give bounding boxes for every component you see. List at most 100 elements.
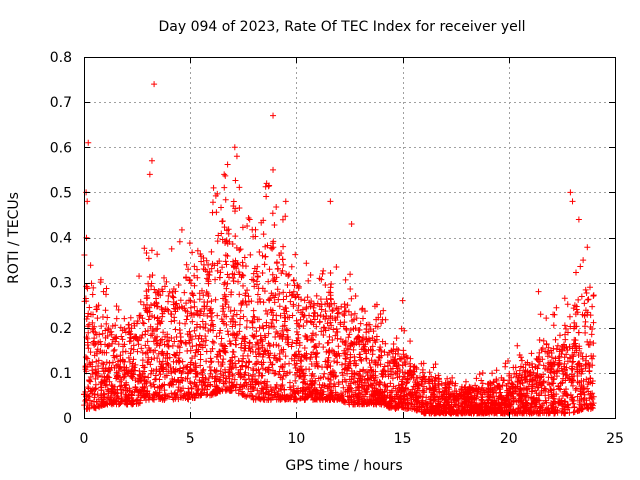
y-tick-label: 0.1 [50, 366, 72, 382]
data-point [328, 322, 335, 329]
data-point [577, 350, 584, 357]
data-point [268, 361, 275, 368]
data-point [305, 277, 312, 284]
data-point [331, 358, 338, 365]
data-point [233, 341, 240, 348]
data-point [266, 343, 273, 350]
x-tick-label: 20 [500, 431, 518, 447]
data-point [177, 297, 184, 304]
data-point [176, 238, 183, 245]
data-point [200, 292, 207, 299]
data-point [317, 312, 324, 319]
data-point [360, 366, 367, 373]
data-point [161, 283, 168, 290]
data-point [191, 263, 198, 270]
data-point [325, 375, 332, 382]
data-point [489, 370, 496, 377]
data-point [198, 287, 205, 294]
data-point [263, 193, 270, 200]
data-point [320, 373, 327, 380]
data-point [176, 344, 183, 351]
data-point [290, 303, 297, 310]
data-point [212, 368, 219, 375]
data-point [164, 360, 171, 367]
data-point [310, 304, 317, 311]
data-point [544, 353, 551, 360]
data-point [198, 253, 205, 260]
data-point [194, 247, 201, 254]
data-point [545, 394, 552, 401]
data-point [283, 326, 290, 333]
data-point [344, 345, 351, 352]
data-point [192, 383, 199, 390]
data-point [223, 237, 230, 244]
data-point [343, 326, 350, 333]
data-point [268, 320, 275, 327]
data-point [151, 376, 158, 383]
data-point [484, 391, 491, 398]
data-point [253, 353, 260, 360]
data-point [115, 306, 122, 313]
data-point [214, 351, 221, 358]
data-point [472, 382, 479, 389]
data-point [102, 327, 109, 334]
data-point-outlier [575, 216, 582, 223]
data-point [255, 346, 262, 353]
data-point [326, 333, 333, 340]
data-point [99, 330, 106, 337]
data-point [294, 320, 301, 327]
data-point [157, 292, 164, 299]
data-point [184, 347, 191, 354]
data-point [344, 302, 351, 309]
data-point [237, 246, 244, 253]
data-point [194, 387, 201, 394]
data-point [271, 299, 278, 306]
data-point [536, 336, 543, 343]
data-point [326, 289, 333, 296]
data-point [566, 313, 573, 320]
data-point [245, 214, 252, 221]
data-point [269, 367, 276, 374]
data-point [165, 298, 172, 305]
data-point [244, 317, 251, 324]
data-point [189, 343, 196, 350]
data-point [152, 376, 159, 383]
data-point-outlier [270, 166, 277, 173]
data-point [236, 291, 243, 298]
data-point-outlier [567, 189, 574, 196]
data-point [179, 358, 186, 365]
data-point [232, 177, 239, 184]
data-point [377, 344, 384, 351]
data-point [191, 282, 198, 289]
data-point [237, 366, 244, 373]
data-point [288, 292, 295, 299]
data-point [176, 320, 183, 327]
data-point [286, 360, 293, 367]
data-point [250, 307, 257, 314]
data-point [561, 295, 568, 302]
data-point [322, 308, 329, 315]
y-tick-label: 0.6 [50, 140, 72, 156]
data-point [323, 363, 330, 370]
data-point [414, 375, 421, 382]
y-tick-label: 0.8 [50, 50, 72, 66]
data-point [177, 330, 184, 337]
data-point [289, 291, 296, 298]
data-point [223, 285, 230, 292]
data-point [255, 285, 262, 292]
data-point [249, 319, 256, 326]
data-point [157, 339, 164, 346]
data-point [371, 358, 378, 365]
data-point [553, 373, 560, 380]
data-point [265, 324, 272, 331]
data-point [213, 367, 220, 374]
data-point [552, 336, 559, 343]
data-point [355, 333, 362, 340]
data-point [304, 294, 311, 301]
data-point [141, 245, 148, 252]
data-point-outlier [580, 257, 587, 264]
data-point [518, 357, 525, 364]
data-point [194, 274, 201, 281]
data-point [259, 385, 266, 392]
data-point [528, 350, 535, 357]
